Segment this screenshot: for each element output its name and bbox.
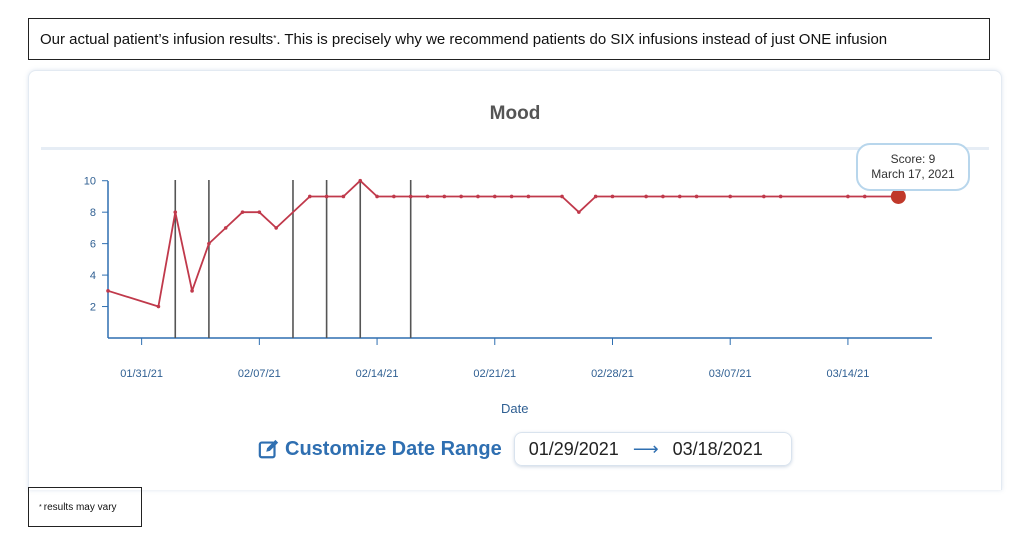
data-point bbox=[156, 304, 161, 309]
y-tick-label: 8 bbox=[90, 207, 96, 219]
data-point bbox=[661, 194, 665, 199]
data-point bbox=[644, 194, 648, 199]
data-point bbox=[223, 226, 228, 230]
data-point bbox=[106, 289, 110, 293]
caption-box: Our actual patient’s infusion results *. … bbox=[28, 18, 990, 60]
caption-text: Our actual patient’s infusion results bbox=[40, 30, 274, 48]
data-point bbox=[509, 194, 514, 199]
mood-line-chart: 2 4 6 8 10 01/31/21 02/07/21 02/14/21 02/21/21 02… bbox=[84, 176, 932, 416]
data-point bbox=[846, 194, 850, 199]
score-tooltip: Score: 9 March 17, 2021 bbox=[856, 143, 970, 191]
y-tick-label: 6 bbox=[90, 239, 96, 251]
tooltip-date: March 17, 2021 bbox=[871, 167, 955, 181]
data-point bbox=[560, 194, 564, 199]
x-tick-label: 02/07/21 bbox=[238, 368, 281, 380]
data-point bbox=[207, 241, 211, 246]
data-point bbox=[862, 194, 867, 199]
data-point bbox=[778, 194, 783, 199]
data-point bbox=[526, 194, 531, 199]
data-point bbox=[257, 210, 262, 214]
data-point bbox=[358, 178, 363, 183]
x-axis-label: Date bbox=[501, 401, 528, 416]
data-point bbox=[593, 194, 598, 199]
data-point bbox=[324, 194, 329, 199]
caption-rest: . This is precisely why we recommend pat… bbox=[276, 30, 888, 48]
data-point bbox=[728, 194, 733, 199]
y-tick-label: 10 bbox=[84, 176, 96, 188]
data-point bbox=[190, 289, 194, 293]
data-point bbox=[677, 194, 682, 199]
data-point bbox=[610, 194, 615, 199]
data-point bbox=[577, 210, 581, 214]
data-point bbox=[476, 194, 480, 199]
data-point bbox=[274, 226, 278, 230]
x-tick-label: 02/14/21 bbox=[356, 368, 399, 380]
date-range-end: 03/18/2021 bbox=[672, 438, 763, 459]
customize-row: Customize Date Range 01/29/2021 ⟶ 03/18/… bbox=[258, 432, 792, 466]
chart-title: Mood bbox=[489, 103, 541, 124]
customize-date-range-link[interactable]: Customize Date Range bbox=[258, 438, 502, 461]
arrow-right-icon: ⟶ bbox=[632, 438, 659, 459]
data-point bbox=[492, 194, 497, 199]
data-point bbox=[762, 194, 766, 199]
data-point bbox=[375, 194, 379, 199]
data-point bbox=[240, 210, 245, 214]
data-point bbox=[307, 194, 312, 199]
tooltip-score: Score: 9 bbox=[890, 152, 936, 166]
y-tick-label: 4 bbox=[90, 270, 96, 282]
data-point bbox=[173, 210, 178, 214]
y-tick-label: 2 bbox=[90, 302, 96, 314]
date-range-start: 01/29/2021 bbox=[528, 438, 619, 459]
footnote-mark: * bbox=[39, 503, 42, 511]
x-tick-label: 02/21/21 bbox=[473, 368, 516, 380]
data-point bbox=[408, 194, 413, 199]
edit-icon bbox=[258, 439, 279, 459]
x-tick-label: 01/31/21 bbox=[120, 368, 163, 380]
x-tick-label: 02/28/21 bbox=[591, 368, 634, 380]
data-point bbox=[459, 194, 463, 199]
date-range-picker[interactable]: 01/29/2021 ⟶ 03/18/2021 bbox=[513, 432, 792, 466]
mood-series-line bbox=[107, 179, 899, 308]
footnote-text: results may vary bbox=[43, 501, 117, 513]
customize-label: Customize Date Range bbox=[285, 437, 502, 460]
x-tick-label: 03/07/21 bbox=[709, 368, 752, 380]
data-point bbox=[442, 194, 447, 199]
data-point bbox=[694, 194, 699, 199]
title-divider bbox=[41, 147, 989, 150]
footnote-box: * results may vary bbox=[28, 487, 142, 527]
data-point bbox=[392, 194, 396, 199]
data-point bbox=[425, 194, 430, 199]
data-point bbox=[341, 194, 346, 199]
x-tick-label: 03/14/21 bbox=[827, 368, 870, 380]
last-data-point bbox=[890, 188, 906, 204]
